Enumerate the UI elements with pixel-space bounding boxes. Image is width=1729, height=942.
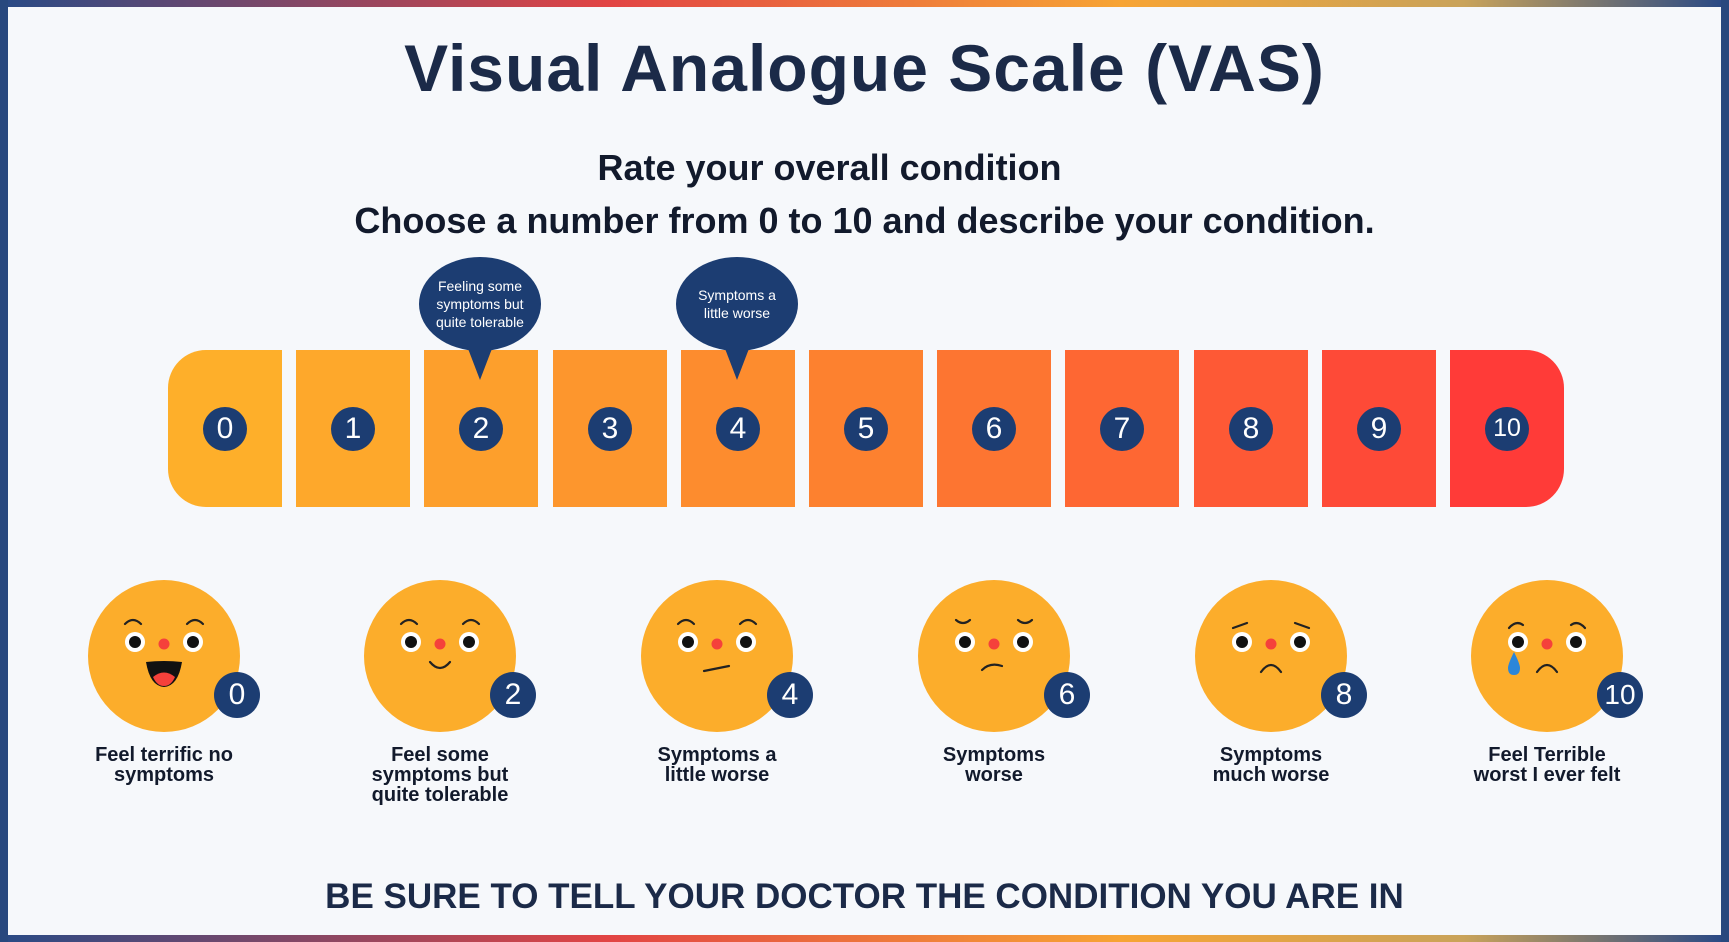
scale-number: 1: [331, 406, 375, 451]
page-title: Visual Analogue Scale (VAS): [404, 31, 1325, 105]
subtitle-rate: Rate your overall condition: [597, 147, 1062, 188]
score-badge: 10: [1597, 672, 1643, 718]
scale-number: 10: [1485, 406, 1529, 451]
face-label: Feel some symptoms but quite tolerable: [371, 744, 509, 806]
scale-number: 5: [844, 406, 888, 451]
scale-segment-1[interactable]: 1: [296, 350, 410, 507]
scale-segment-3[interactable]: 3: [553, 350, 667, 507]
scale-number: 3: [588, 406, 632, 451]
top-gradient-bar: [8, 0, 1721, 7]
scale-segment-7[interactable]: 7: [1065, 350, 1179, 507]
face-label: Symptoms worse: [942, 744, 1046, 786]
score-badge: 4: [767, 672, 813, 718]
footer-reminder: BE SURE TO TELL YOUR DOCTOR THE CONDITIO…: [325, 877, 1404, 916]
scale-segment-5[interactable]: 5: [809, 350, 923, 507]
neutral-face-icon: [641, 580, 793, 732]
face-label: Feel Terrible worst I ever felt: [1473, 744, 1621, 786]
callout-bubble-4: Symptoms a little worse: [676, 257, 798, 380]
scale-number: 9: [1357, 406, 1401, 451]
score-badge: 8: [1321, 672, 1367, 718]
subtitle-instructions: Choose a number from 0 to 10 and describ…: [354, 200, 1375, 241]
scale-number: 4: [716, 406, 760, 451]
scale-number: 8: [1229, 406, 1273, 451]
scale-segment-10[interactable]: 10: [1450, 350, 1564, 507]
crying-face-icon: [1471, 580, 1623, 732]
score-badge: 6: [1044, 672, 1090, 718]
terrific-face-icon: [88, 580, 240, 732]
face-label: Symptoms much worse: [1212, 744, 1330, 786]
callout-bubble-2: Feeling some symptoms but quite tolerabl…: [419, 257, 541, 380]
sad-face-icon: [1195, 580, 1347, 732]
scale-number: 6: [972, 406, 1016, 451]
callout-text: Feeling some symptoms but quite tolerabl…: [436, 278, 524, 330]
scale-number: 7: [1100, 406, 1144, 451]
scale-segment-8[interactable]: 8: [1194, 350, 1308, 507]
scale-segment-6[interactable]: 6: [937, 350, 1051, 507]
score-badge: 2: [490, 672, 536, 718]
scale-segment-9[interactable]: 9: [1322, 350, 1436, 507]
score-badge: 0: [214, 672, 260, 718]
face-label: Feel terrific no symptoms: [95, 744, 233, 786]
frown-face-icon: [918, 580, 1070, 732]
bottom-gradient-bar: [8, 935, 1721, 942]
face-label: Symptoms a little worse: [657, 744, 777, 786]
scale-segment-0[interactable]: 0: [168, 350, 282, 507]
callout-text: Symptoms a little worse: [698, 287, 776, 321]
scale-number: 2: [459, 406, 503, 451]
smile-face-icon: [364, 580, 516, 732]
rating-scale: 0 1 2 3 4 5 6 7 8 9 10: [168, 350, 1564, 507]
scale-number: 0: [203, 406, 247, 451]
